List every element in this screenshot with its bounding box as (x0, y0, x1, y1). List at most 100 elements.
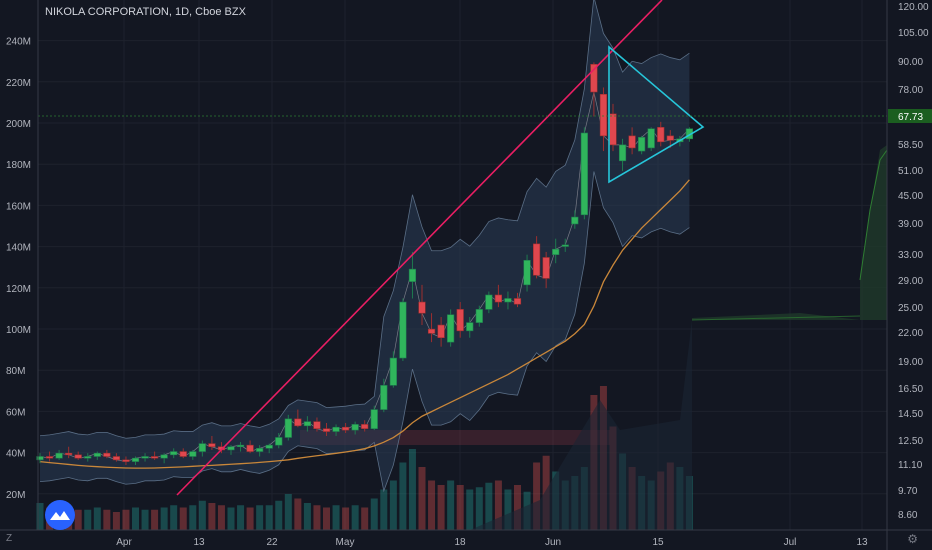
candle-body (456, 309, 464, 332)
candle-body (208, 443, 216, 448)
candle (580, 127, 588, 220)
candle (36, 453, 44, 464)
right-axis-label: 58.50 (898, 140, 923, 151)
volume-bar (36, 503, 44, 530)
candle (628, 127, 636, 155)
candle (638, 135, 646, 155)
candle-body (93, 452, 101, 457)
candle-body (332, 426, 340, 432)
candle (294, 409, 302, 428)
candle-body (599, 93, 608, 137)
volume-bar (198, 500, 206, 530)
volume-bar (494, 480, 502, 530)
candle-body (275, 437, 283, 446)
left-axis-label: 140M (6, 243, 31, 254)
candle (466, 317, 474, 338)
right-axis-label: 8.60 (898, 510, 918, 521)
right-axis-label: 12.50 (898, 436, 923, 447)
volume-bar (408, 449, 416, 530)
band-upper (39, 0, 690, 439)
candle-body (36, 456, 44, 461)
candle (532, 236, 541, 279)
right-axis-label: 19.00 (898, 357, 923, 368)
candle-body (466, 322, 474, 332)
candle (552, 238, 560, 264)
volume-bar (103, 509, 111, 530)
volume-bar (237, 505, 245, 530)
candle-body (485, 294, 493, 310)
candle (122, 456, 130, 466)
candle (485, 291, 493, 314)
candle-body (380, 385, 388, 410)
tradingview-logo-icon[interactable] (45, 500, 75, 530)
candle-body (494, 294, 503, 303)
candle (571, 210, 579, 229)
candle-body (647, 128, 655, 149)
candle-body (389, 357, 397, 386)
candle-body (246, 444, 254, 452)
cloud-area (692, 145, 887, 320)
right-axis-label: 22.00 (898, 328, 923, 339)
candle (112, 453, 120, 462)
bollinger-bands (39, 0, 692, 530)
volume-bar (466, 489, 474, 530)
volume-bar (74, 509, 82, 530)
candle-body (552, 248, 560, 255)
candlesticks[interactable] (36, 62, 693, 466)
volume-bar (428, 480, 436, 530)
left-axis-label: 60M (6, 407, 25, 418)
x-axis-label: Apr (116, 537, 132, 548)
volume-bar (475, 487, 483, 530)
trend-drawings[interactable] (38, 0, 887, 496)
left-axis-label: 200M (6, 119, 31, 130)
candle-body (513, 298, 522, 305)
candle (55, 449, 63, 460)
candle-body (532, 243, 541, 276)
left-axis-label: 20M (6, 490, 25, 501)
right-axis-label: 120.00 (898, 2, 929, 13)
candle-body (399, 301, 407, 359)
candle-body (638, 137, 646, 152)
candle (380, 378, 388, 413)
candle-body (628, 135, 636, 149)
candle-body (198, 443, 206, 452)
candle (590, 62, 598, 117)
volume-bar (370, 498, 378, 530)
right-axis-label: 105.00 (898, 28, 929, 39)
volume-bar (112, 512, 120, 530)
candle (361, 420, 369, 432)
x-axis-label: 13 (856, 537, 868, 548)
x-axis-label: 18 (454, 537, 466, 548)
volume-bar (227, 507, 235, 530)
right-axis-label: 11.10 (898, 460, 923, 471)
left-axis-label: 100M (6, 325, 31, 336)
volume-bar (141, 509, 149, 530)
candle-body (609, 113, 617, 146)
volume-bar (160, 507, 168, 530)
candle (370, 405, 378, 431)
zoom-button[interactable]: Z (6, 533, 13, 544)
candle (618, 138, 627, 172)
candle (657, 121, 665, 147)
left-axis-label: 120M (6, 284, 31, 295)
candle-body (112, 456, 120, 461)
right-axis-label: 78.00 (898, 85, 923, 96)
candle (103, 449, 111, 459)
candle (418, 284, 426, 326)
candle (265, 443, 273, 454)
volume-bar (418, 467, 426, 530)
candle (160, 453, 168, 464)
candle-body (131, 457, 140, 462)
candle (341, 423, 350, 434)
candle-body (103, 452, 111, 457)
gear-icon[interactable]: ⚙ (907, 532, 918, 546)
candle-body (55, 452, 63, 459)
volume-bar (284, 494, 292, 530)
volume-bar (132, 507, 139, 530)
right-axis-label: 14.50 (898, 409, 923, 420)
ma-line (39, 179, 690, 469)
candle-body (141, 456, 149, 459)
right-axis-label: 90.00 (898, 57, 923, 68)
